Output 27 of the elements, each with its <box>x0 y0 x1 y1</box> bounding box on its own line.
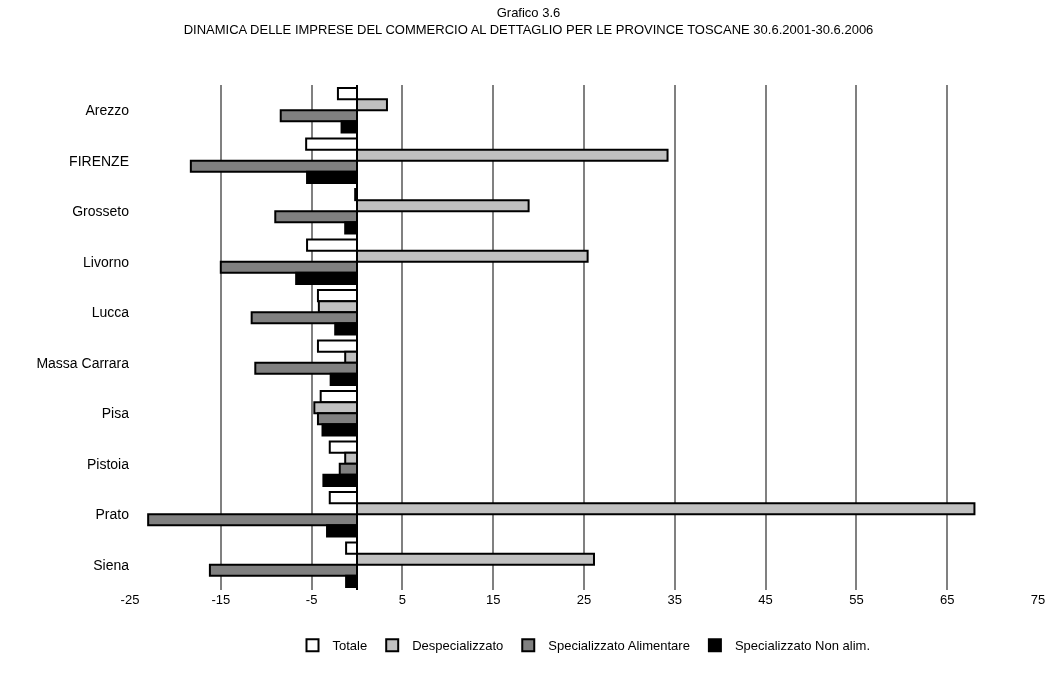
x-tick-label: 25 <box>576 592 592 607</box>
y-tick-label: Siena <box>93 556 130 573</box>
x-tick-label: 75 <box>1030 592 1046 607</box>
y-tick-label: Grosseto <box>72 203 130 220</box>
x-tick-label: -15 <box>211 592 231 607</box>
y-tick-label: Arezzo <box>85 102 130 119</box>
y-tick-label: Livorno <box>83 253 130 270</box>
x-tick-label: 55 <box>849 592 864 607</box>
chart-subtitle: DINAMICA DELLE IMPRESE DEL COMMERCIO AL DETTAGLIO PER LE PROVINCE TOSCANE 30.6.2001-30.6.2006 <box>183 21 874 37</box>
y-tick-label: Massa Carrara <box>36 354 130 371</box>
chart-title: Grafico 3.6 <box>496 4 561 20</box>
x-tick-label: -5 <box>305 592 318 607</box>
legend-label: Specializzato Alimentare <box>548 638 690 654</box>
y-tick-label: Pistoia <box>86 455 130 472</box>
x-tick-label: -25 <box>120 592 140 607</box>
x-tick-label: 45 <box>758 592 773 607</box>
legend-label: Specializzato Non alim. <box>734 638 871 654</box>
y-tick-label: FIRENZE <box>69 152 129 169</box>
legend-label: Totale <box>332 638 368 654</box>
x-tick-label: 35 <box>667 592 683 607</box>
x-tick-label: 65 <box>939 592 955 607</box>
x-tick-label: 5 <box>398 592 407 607</box>
y-tick-label: Pisa <box>101 405 130 422</box>
y-tick-label: Prato <box>95 506 130 523</box>
x-tick-label: 15 <box>485 592 501 607</box>
y-tick-label: Lucca <box>91 304 130 321</box>
legend-label: Despecializzato <box>412 638 504 654</box>
